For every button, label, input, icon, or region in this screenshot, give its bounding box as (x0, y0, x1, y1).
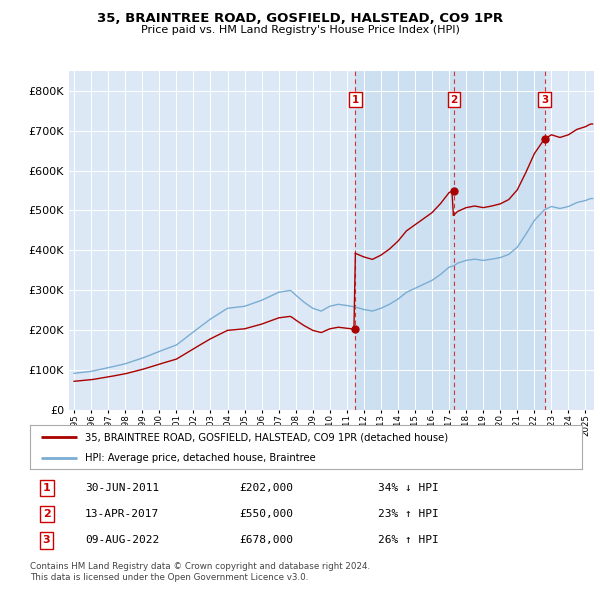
Text: 09-AUG-2022: 09-AUG-2022 (85, 536, 160, 546)
Text: 35, BRAINTREE ROAD, GOSFIELD, HALSTEAD, CO9 1PR (detached house): 35, BRAINTREE ROAD, GOSFIELD, HALSTEAD, … (85, 432, 448, 442)
Text: 2: 2 (451, 94, 458, 104)
Text: £550,000: £550,000 (240, 509, 294, 519)
Text: 34% ↓ HPI: 34% ↓ HPI (378, 483, 439, 493)
Text: This data is licensed under the Open Government Licence v3.0.: This data is licensed under the Open Gov… (30, 573, 308, 582)
Text: 13-APR-2017: 13-APR-2017 (85, 509, 160, 519)
Text: 1: 1 (352, 94, 359, 104)
Text: 30-JUN-2011: 30-JUN-2011 (85, 483, 160, 493)
Text: 35, BRAINTREE ROAD, GOSFIELD, HALSTEAD, CO9 1PR: 35, BRAINTREE ROAD, GOSFIELD, HALSTEAD, … (97, 12, 503, 25)
Text: 3: 3 (541, 94, 548, 104)
Text: 2: 2 (43, 509, 50, 519)
Text: £202,000: £202,000 (240, 483, 294, 493)
Text: Contains HM Land Registry data © Crown copyright and database right 2024.: Contains HM Land Registry data © Crown c… (30, 562, 370, 571)
Bar (355, 71, 454, 410)
Text: £678,000: £678,000 (240, 536, 294, 546)
Text: 3: 3 (43, 536, 50, 546)
Text: 26% ↑ HPI: 26% ↑ HPI (378, 536, 439, 546)
Text: 1: 1 (43, 483, 50, 493)
Text: HPI: Average price, detached house, Braintree: HPI: Average price, detached house, Brai… (85, 453, 316, 463)
Bar (454, 71, 545, 410)
Text: 23% ↑ HPI: 23% ↑ HPI (378, 509, 439, 519)
Text: Price paid vs. HM Land Registry's House Price Index (HPI): Price paid vs. HM Land Registry's House … (140, 25, 460, 35)
